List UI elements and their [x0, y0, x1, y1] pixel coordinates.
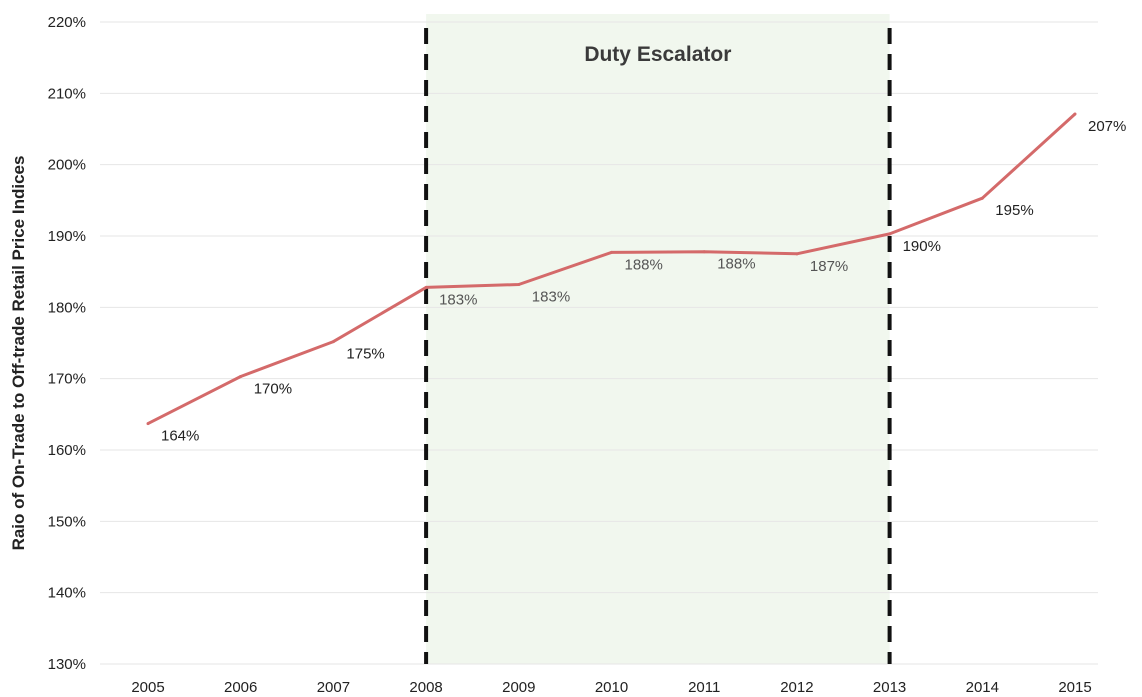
- data-label: 170%: [254, 381, 292, 398]
- data-labels: 164% 170% 175% 183% 183% 188% 188% 187% 190% 195%…: [161, 118, 1126, 445]
- x-axis-tick-labels: 2005 2006 2007 2008 2009 2010 2011 2012 2013 2014…: [131, 679, 1091, 696]
- data-label: 183%: [439, 291, 477, 308]
- y-axis-label: Raio of On-Trade to Off-trade Retail Pri…: [9, 156, 28, 551]
- duty-escalator-label: Duty Escalator: [584, 43, 731, 66]
- data-point: [980, 196, 984, 200]
- data-point: [610, 250, 613, 254]
- data-label: 187%: [810, 258, 848, 275]
- data-label: 175%: [346, 346, 384, 363]
- y-tick-label: 130%: [48, 656, 86, 673]
- y-tick-label: 200%: [48, 157, 86, 174]
- series-points: [146, 112, 1077, 426]
- data-point: [888, 232, 892, 236]
- x-tick-label: 2015: [1058, 679, 1091, 696]
- y-tick-label: 210%: [48, 85, 86, 102]
- x-tick-label: 2007: [317, 679, 350, 696]
- y-tick-label: 190%: [48, 228, 86, 245]
- data-label: 188%: [625, 256, 663, 273]
- data-point: [239, 375, 243, 379]
- x-tick-label: 2013: [873, 679, 906, 696]
- data-point: [795, 252, 799, 256]
- shaded-region-duty-escalator: [426, 14, 890, 664]
- data-point: [1073, 112, 1077, 116]
- data-label: 190%: [903, 238, 941, 255]
- data-point: [702, 250, 706, 254]
- data-label: 164%: [161, 428, 199, 445]
- gridlines: [100, 21, 1098, 665]
- x-tick-label: 2005: [131, 679, 164, 696]
- x-tick-label: 2014: [966, 679, 999, 696]
- x-tick-label: 2012: [780, 679, 813, 696]
- x-tick-label: 2010: [595, 679, 628, 696]
- data-label: 183%: [532, 289, 570, 306]
- x-tick-label: 2008: [409, 679, 442, 696]
- data-point: [424, 285, 428, 289]
- data-point: [517, 283, 521, 287]
- y-tick-label: 160%: [48, 442, 86, 459]
- x-tick-label: 2006: [224, 679, 257, 696]
- y-axis-tick-labels: 130% 140% 150% 160% 170% 180% 190% 200% 210% 220%: [48, 14, 86, 673]
- data-point: [331, 340, 335, 344]
- y-tick-label: 180%: [48, 299, 86, 316]
- data-label: 207%: [1088, 118, 1126, 135]
- x-tick-label: 2011: [688, 679, 720, 696]
- y-tick-label: 150%: [48, 513, 86, 530]
- y-tick-label: 220%: [48, 14, 86, 31]
- y-tick-label: 140%: [48, 585, 86, 602]
- data-label: 195%: [995, 202, 1033, 219]
- data-label: 188%: [717, 256, 755, 273]
- y-tick-label: 170%: [48, 371, 86, 388]
- data-point: [146, 422, 150, 426]
- x-tick-label: 2009: [502, 679, 535, 696]
